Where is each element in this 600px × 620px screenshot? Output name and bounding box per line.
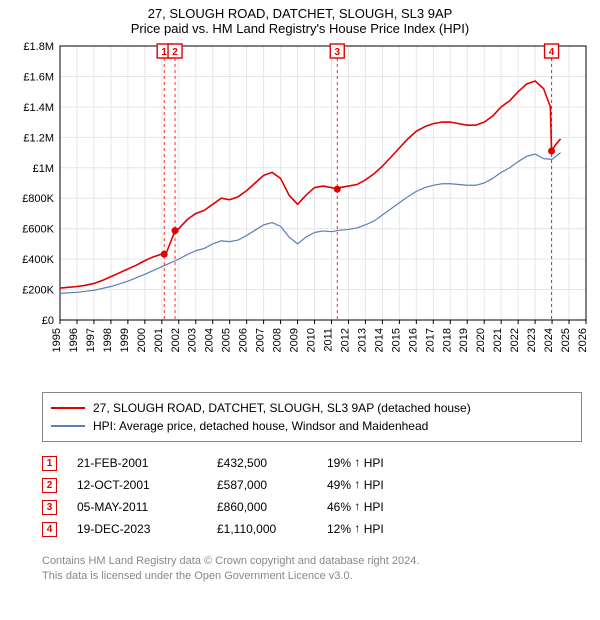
- event-date: 05-MAY-2011: [77, 500, 217, 514]
- svg-text:2003: 2003: [187, 328, 199, 352]
- legend-item: HPI: Average price, detached house, Wind…: [51, 417, 573, 435]
- svg-text:1995: 1995: [51, 328, 63, 352]
- event-delta: 19% ↑ HPI: [327, 456, 487, 470]
- svg-text:2018: 2018: [441, 328, 453, 352]
- legend-label: 27, SLOUGH ROAD, DATCHET, SLOUGH, SL3 9A…: [93, 401, 471, 415]
- legend-label: HPI: Average price, detached house, Wind…: [93, 419, 428, 433]
- event-price: £1,110,000: [217, 522, 327, 536]
- svg-text:2001: 2001: [153, 328, 165, 352]
- svg-text:£800K: £800K: [22, 193, 54, 205]
- footer-attribution: Contains HM Land Registry data © Crown c…: [42, 554, 594, 584]
- svg-text:£400K: £400K: [22, 254, 54, 266]
- svg-text:£1.4M: £1.4M: [23, 102, 54, 114]
- svg-text:2024: 2024: [543, 328, 555, 352]
- footer-line-1: Contains HM Land Registry data © Crown c…: [42, 554, 594, 569]
- event-delta: 46% ↑ HPI: [327, 500, 487, 514]
- event-delta: 12% ↑ HPI: [327, 522, 487, 536]
- svg-text:4: 4: [549, 47, 555, 58]
- svg-text:£200K: £200K: [22, 285, 54, 297]
- svg-text:2011: 2011: [322, 328, 334, 352]
- svg-text:2012: 2012: [339, 328, 351, 352]
- event-date: 12-OCT-2001: [77, 478, 217, 492]
- legend-item: 27, SLOUGH ROAD, DATCHET, SLOUGH, SL3 9A…: [51, 399, 573, 417]
- svg-text:2019: 2019: [458, 328, 470, 352]
- svg-text:2020: 2020: [475, 328, 487, 352]
- event-row: 4 19-DEC-2023£1,110,00012% ↑ HPI: [42, 518, 582, 540]
- svg-text:£1.6M: £1.6M: [23, 71, 54, 83]
- event-marker: 1: [42, 456, 57, 471]
- svg-text:£1M: £1M: [33, 163, 54, 175]
- event-marker: 3: [42, 500, 57, 515]
- event-row: 1 21-FEB-2001£432,50019% ↑ HPI: [42, 452, 582, 474]
- svg-text:2002: 2002: [170, 328, 182, 352]
- svg-text:£600K: £600K: [22, 224, 54, 236]
- legend-swatch: [51, 407, 85, 409]
- legend-swatch: [51, 425, 85, 427]
- svg-text:2014: 2014: [373, 328, 385, 352]
- event-row: 2 12-OCT-2001£587,00049% ↑ HPI: [42, 474, 582, 496]
- svg-text:2010: 2010: [306, 328, 318, 352]
- footer-line-2: This data is licensed under the Open Gov…: [42, 569, 594, 584]
- svg-text:2026: 2026: [577, 328, 589, 352]
- svg-text:1996: 1996: [68, 328, 80, 352]
- event-row: 3 05-MAY-2011£860,00046% ↑ HPI: [42, 496, 582, 518]
- event-price: £587,000: [217, 478, 327, 492]
- price-chart: £0 £200K £400K £600K £800K £1M £1.2M £1.4M £1.6M…: [6, 40, 594, 384]
- chart-svg: £0 £200K £400K £600K £800K £1M £1.2M £1.4M £1.6M…: [6, 40, 594, 384]
- svg-text:2016: 2016: [407, 328, 419, 352]
- legend: 27, SLOUGH ROAD, DATCHET, SLOUGH, SL3 9A…: [42, 392, 582, 442]
- svg-text:1: 1: [161, 47, 167, 58]
- svg-text:2017: 2017: [424, 328, 436, 352]
- svg-text:2009: 2009: [289, 328, 301, 352]
- svg-text:2008: 2008: [272, 328, 284, 352]
- svg-text:2022: 2022: [509, 328, 521, 352]
- event-delta: 49% ↑ HPI: [327, 478, 487, 492]
- events-table: 1 21-FEB-2001£432,50019% ↑ HPI 2 12-OCT-200…: [42, 452, 582, 540]
- svg-text:2013: 2013: [356, 328, 368, 352]
- svg-text:£0: £0: [42, 315, 54, 327]
- event-price: £860,000: [217, 500, 327, 514]
- event-price: £432,500: [217, 456, 327, 470]
- page-title: 27, SLOUGH ROAD, DATCHET, SLOUGH, SL3 9A…: [6, 6, 594, 21]
- svg-text:1999: 1999: [119, 328, 131, 352]
- svg-text:£1.2M: £1.2M: [23, 132, 54, 144]
- svg-text:2006: 2006: [238, 328, 250, 352]
- svg-text:2007: 2007: [255, 328, 267, 352]
- svg-text:1998: 1998: [102, 328, 114, 352]
- svg-text:2021: 2021: [492, 328, 504, 352]
- event-date: 19-DEC-2023: [77, 522, 217, 536]
- svg-text:2005: 2005: [221, 328, 233, 352]
- svg-text:2015: 2015: [390, 328, 402, 352]
- svg-text:2: 2: [172, 47, 178, 58]
- event-marker: 2: [42, 478, 57, 493]
- svg-text:2000: 2000: [136, 328, 148, 352]
- event-date: 21-FEB-2001: [77, 456, 217, 470]
- svg-text:2025: 2025: [560, 328, 572, 352]
- svg-text:3: 3: [334, 47, 340, 58]
- page-subtitle: Price paid vs. HM Land Registry's House …: [6, 21, 594, 36]
- svg-text:2004: 2004: [204, 328, 216, 352]
- svg-text:1997: 1997: [85, 328, 97, 352]
- event-marker: 4: [42, 522, 57, 537]
- svg-text:£1.8M: £1.8M: [23, 41, 54, 53]
- svg-text:2023: 2023: [526, 328, 538, 352]
